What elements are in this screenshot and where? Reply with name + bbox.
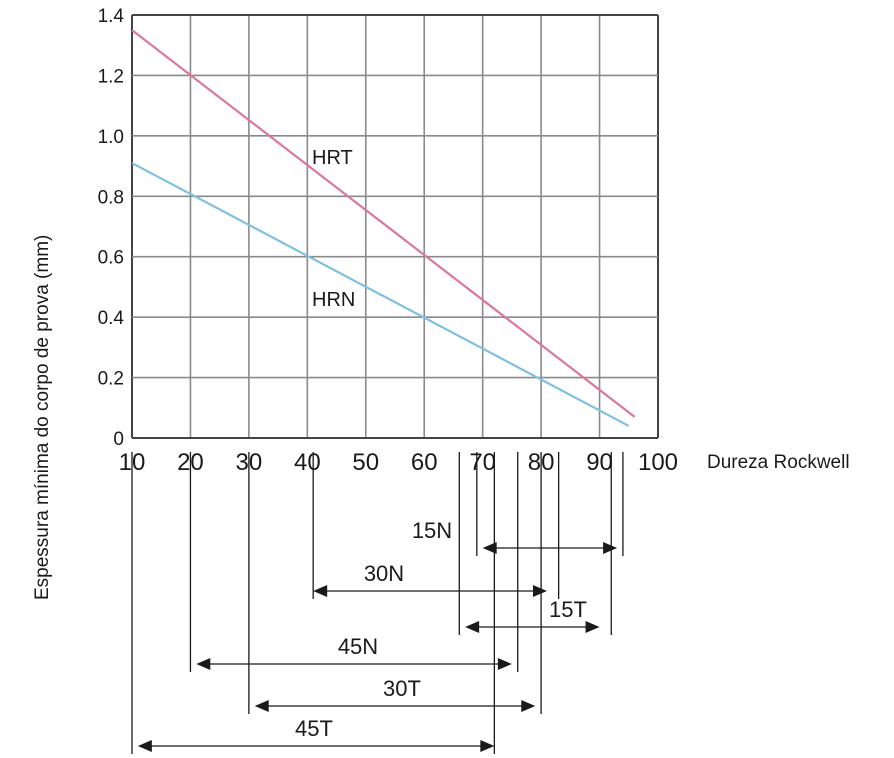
grid — [131, 14, 659, 439]
x-tick-label: 40 — [294, 449, 321, 476]
y-tick-label: 0.2 — [98, 369, 124, 390]
y-tick-labels: 0 0.2 0.4 0.6 0.8 1.0 1.2 1.4 — [98, 6, 125, 450]
range-arrowhead-right — [480, 740, 495, 752]
range-arrowhead-left — [313, 585, 328, 597]
x-tick-label: 70 — [469, 449, 496, 476]
y-tick-label: 1.4 — [98, 6, 125, 27]
range-label: 15T — [549, 597, 587, 622]
x-tick-label: 50 — [352, 449, 379, 476]
y-tick-label: 0.8 — [98, 187, 124, 208]
range-arrowhead-right — [585, 621, 600, 633]
series-label: HRN — [312, 289, 355, 311]
y-tick-label: 1.0 — [98, 127, 124, 148]
range-arrowhead-right — [603, 542, 618, 554]
range-label: 45N — [338, 634, 378, 659]
range-label: 45T — [295, 716, 333, 741]
range-arrowhead-left — [254, 700, 269, 712]
y-axis-label: Espessura mínima do corpo de prova (mm) — [32, 235, 53, 600]
range-arrowhead-left — [482, 542, 497, 554]
range-arrowhead-right — [497, 658, 512, 670]
range-arrowhead-right — [521, 700, 536, 712]
range-arrowhead-right — [532, 585, 547, 597]
y-tick-label: 0.4 — [98, 308, 125, 329]
x-tick-label: 100 — [638, 449, 678, 476]
range-label: 30T — [383, 676, 421, 701]
x-tick-labels: 10 20 30 40 50 60 70 80 90 100 — [119, 449, 678, 476]
range-label: 30N — [364, 561, 404, 586]
x-tick-label: 90 — [586, 449, 613, 476]
y-tick-label: 0 — [113, 429, 124, 450]
range-label: 15N — [412, 518, 452, 543]
range-arrowhead-left — [196, 658, 211, 670]
range-arrowhead-left — [137, 740, 152, 752]
series-line — [131, 29, 636, 418]
y-tick-label: 1.2 — [98, 66, 124, 87]
x-tick-label: 60 — [411, 449, 438, 476]
x-axis-label: Dureza Rockwell — [707, 452, 850, 473]
series-line — [131, 162, 630, 427]
range-arrowhead-left — [465, 621, 480, 633]
series-lines: HRT HRN — [131, 29, 636, 427]
y-tick-label: 0.6 — [98, 248, 124, 269]
series-label: HRT — [312, 147, 353, 169]
